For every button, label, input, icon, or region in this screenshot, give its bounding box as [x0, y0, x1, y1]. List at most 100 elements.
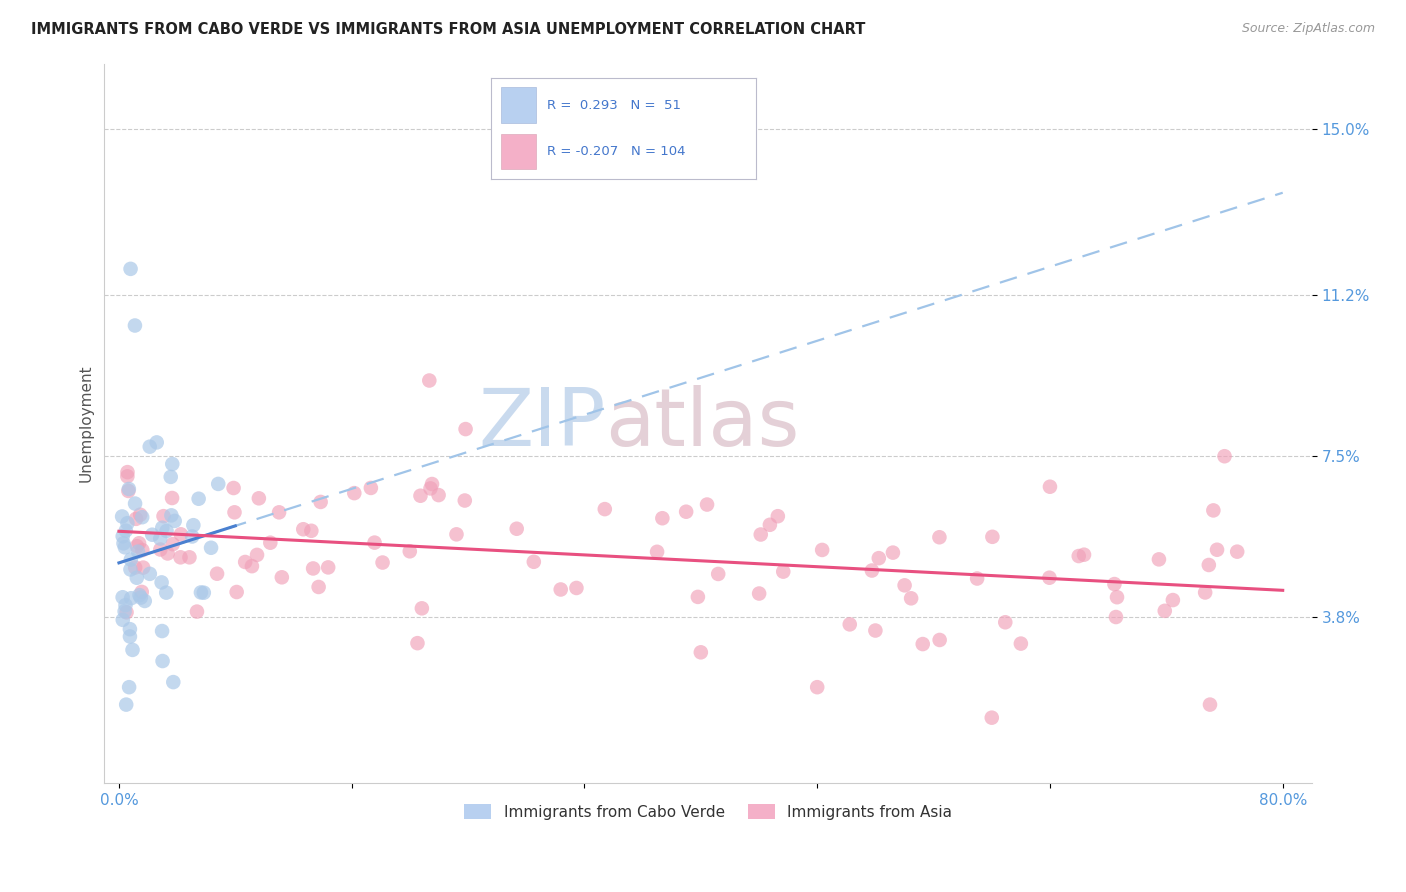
Point [139, 440, 162, 454]
Point [117, 469, 139, 483]
Point [134, 594, 156, 608]
Point [427, 488, 450, 502]
Point [118, 622, 141, 636]
Point [117, 465, 139, 479]
Text: IMMIGRANTS FROM CABO VERDE VS IMMIGRANTS FROM ASIA UNEMPLOYMENT CORRELATION CHAR: IMMIGRANTS FROM CABO VERDE VS IMMIGRANTS… [31, 22, 865, 37]
Point [170, 527, 193, 541]
Point [124, 318, 146, 333]
Point [149, 532, 172, 546]
Point [222, 481, 245, 495]
Point [118, 630, 141, 644]
Point [411, 601, 433, 615]
Point [150, 575, 173, 590]
Point [1010, 637, 1032, 651]
Point [766, 509, 789, 524]
Point [748, 586, 770, 600]
Point [868, 551, 890, 566]
Point [247, 491, 270, 506]
Point [259, 535, 281, 549]
Point [179, 550, 201, 565]
Point [152, 654, 174, 668]
Point [111, 529, 134, 543]
Point [224, 505, 246, 519]
Point [550, 582, 572, 597]
Point [308, 580, 330, 594]
Point [200, 541, 222, 555]
Point [651, 511, 673, 525]
Point [1067, 549, 1090, 563]
Point [114, 524, 136, 538]
Point [120, 591, 142, 606]
Point [124, 560, 146, 574]
Point [118, 482, 141, 496]
Point [593, 502, 616, 516]
Point [139, 566, 162, 581]
Point [128, 588, 150, 602]
Point [117, 516, 139, 531]
Point [114, 604, 136, 618]
Point [1039, 480, 1062, 494]
Point [316, 560, 339, 574]
Point [156, 546, 179, 560]
Point [882, 546, 904, 560]
Legend: Immigrants from Cabo Verde, Immigrants from Asia: Immigrants from Cabo Verde, Immigrants f… [458, 797, 959, 826]
Point [186, 605, 208, 619]
Point [360, 481, 382, 495]
Point [1194, 585, 1216, 599]
Point [523, 555, 546, 569]
Point [225, 585, 247, 599]
Point [707, 566, 730, 581]
Y-axis label: Unemployment: Unemployment [79, 365, 93, 483]
Point [159, 470, 181, 484]
Point [1226, 544, 1249, 558]
Point [155, 585, 177, 599]
Point [162, 457, 184, 471]
Point [419, 482, 441, 496]
Point [162, 675, 184, 690]
Point [1199, 698, 1222, 712]
Point [181, 529, 204, 543]
Point [981, 530, 1004, 544]
Point [124, 497, 146, 511]
Point [117, 483, 139, 498]
Point [121, 643, 143, 657]
Point [155, 524, 177, 538]
Point [1073, 548, 1095, 562]
Point [150, 521, 173, 535]
Point [115, 698, 138, 712]
Point [120, 261, 142, 276]
Point [1038, 571, 1060, 585]
Point [131, 543, 153, 558]
Point [233, 555, 256, 569]
Point [645, 545, 668, 559]
Point [838, 617, 860, 632]
Point [994, 615, 1017, 630]
Point [900, 591, 922, 606]
Point [145, 435, 167, 450]
Point [865, 624, 887, 638]
Point [309, 495, 332, 509]
Point [111, 509, 134, 524]
Point [565, 581, 588, 595]
Point [1105, 590, 1128, 604]
Point [112, 536, 135, 550]
Point [806, 680, 828, 694]
Point [1105, 610, 1128, 624]
Point [860, 564, 883, 578]
Point [446, 527, 468, 541]
Point [1147, 552, 1170, 566]
Point [1202, 503, 1225, 517]
Point [111, 591, 134, 605]
Point [406, 636, 429, 650]
Point [928, 632, 950, 647]
Point [246, 548, 269, 562]
Point [363, 535, 385, 549]
Point [966, 572, 988, 586]
Text: ZIP: ZIP [478, 384, 606, 463]
Point [409, 489, 432, 503]
Point [169, 550, 191, 565]
Point [371, 556, 394, 570]
Text: Source: ZipAtlas.com: Source: ZipAtlas.com [1241, 22, 1375, 36]
Point [114, 598, 136, 612]
Point [152, 509, 174, 524]
